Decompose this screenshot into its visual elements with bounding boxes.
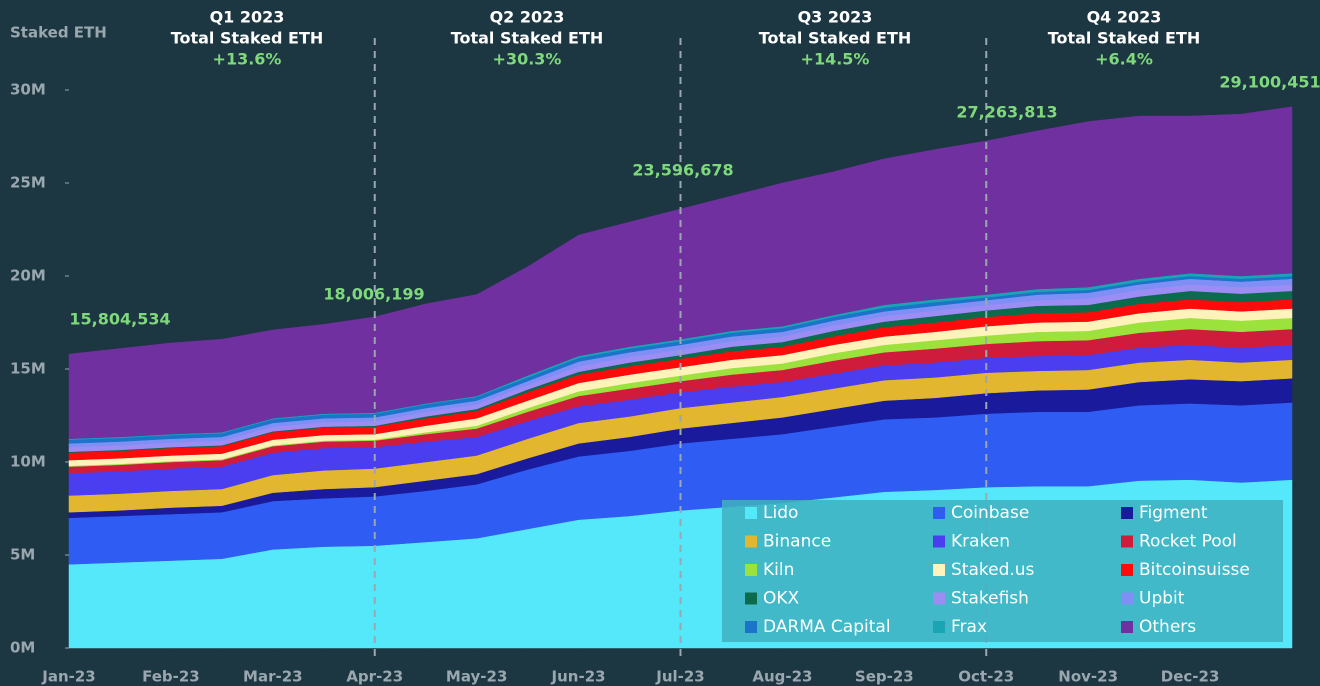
legend-swatch <box>933 507 945 519</box>
legend-swatch <box>1121 621 1133 633</box>
quarter-name: Q2 2023 <box>490 8 565 27</box>
total-label: 29,100,451 <box>1219 73 1320 92</box>
y-tick-label: 0M <box>10 639 35 657</box>
legend-label: Kiln <box>763 560 794 580</box>
legend-label: Lido <box>763 503 798 523</box>
quarter-label: Total Staked ETH <box>171 29 324 48</box>
legend-swatch <box>745 592 757 605</box>
legend-label: Figment <box>1139 503 1208 523</box>
legend-label: OKX <box>763 589 800 609</box>
quarter-label: Total Staked ETH <box>1048 29 1201 48</box>
x-tick-label: Nov-23 <box>1058 668 1118 686</box>
quarter-name: Q4 2023 <box>1087 8 1162 27</box>
legend-label: Others <box>1139 617 1196 637</box>
y-tick-label: 15M <box>10 360 46 378</box>
quarter-change: +30.3% <box>493 50 562 69</box>
total-label: 23,596,678 <box>632 161 733 180</box>
quarter-name: Q1 2023 <box>210 8 285 27</box>
legend-label: Staked.us <box>951 560 1035 580</box>
x-tick-label: Jun-23 <box>551 668 606 686</box>
legend-label: DARMA Capital <box>763 617 891 637</box>
legend-swatch <box>1121 592 1133 605</box>
legend-swatch <box>745 564 757 576</box>
total-label: 27,263,813 <box>956 103 1057 122</box>
legend-swatch <box>933 564 945 576</box>
x-tick-label: Sep-23 <box>855 668 914 686</box>
y-tick-label: 10M <box>10 453 46 471</box>
total-label: 15,804,534 <box>69 310 170 329</box>
legend-swatch <box>1121 507 1133 519</box>
x-tick-label: Jan-23 <box>41 668 95 686</box>
legend-label: Rocket Pool <box>1139 532 1237 552</box>
x-tick-label: Mar-23 <box>243 668 303 686</box>
legend-label: Upbit <box>1139 589 1185 609</box>
legend-label: Coinbase <box>951 503 1029 523</box>
legend-swatch <box>745 621 757 633</box>
legend-swatch <box>745 535 757 548</box>
legend-swatch <box>1121 535 1133 548</box>
legend-swatch <box>1121 564 1133 576</box>
y-tick-label: 30M <box>10 81 46 99</box>
x-tick-label: Dec-23 <box>1161 668 1220 686</box>
legend-swatch <box>745 507 757 519</box>
x-tick-label: Aug-23 <box>752 668 812 686</box>
y-axis-label: Staked ETH <box>10 24 107 42</box>
legend-swatch <box>933 592 945 605</box>
legend-label: Stakefish <box>951 589 1029 609</box>
total-label: 18,006,199 <box>323 285 424 304</box>
quarter-change: +14.5% <box>801 50 870 69</box>
legend-box <box>722 500 1283 642</box>
x-tick-label: Jul-23 <box>655 668 705 686</box>
quarter-label: Total Staked ETH <box>759 29 912 48</box>
legend-label: Kraken <box>951 532 1010 552</box>
x-tick-label: Apr-23 <box>346 668 403 686</box>
legend-swatch <box>933 535 945 548</box>
y-tick-label: 20M <box>10 267 46 285</box>
x-tick-label: May-23 <box>446 668 507 686</box>
quarter-name: Q3 2023 <box>798 8 873 27</box>
legend-label: Binance <box>763 532 831 552</box>
quarter-change: +6.4% <box>1095 50 1153 69</box>
legend-swatch <box>933 621 945 633</box>
x-tick-label: Oct-23 <box>958 668 1014 686</box>
legend-label: Bitcoinsuisse <box>1139 560 1250 580</box>
quarter-change: +13.6% <box>213 50 282 69</box>
y-tick-label: 25M <box>10 174 46 192</box>
x-tick-label: Feb-23 <box>142 668 200 686</box>
y-tick-label: 5M <box>10 546 35 564</box>
quarter-label: Total Staked ETH <box>451 29 604 48</box>
legend-label: Frax <box>951 617 987 637</box>
